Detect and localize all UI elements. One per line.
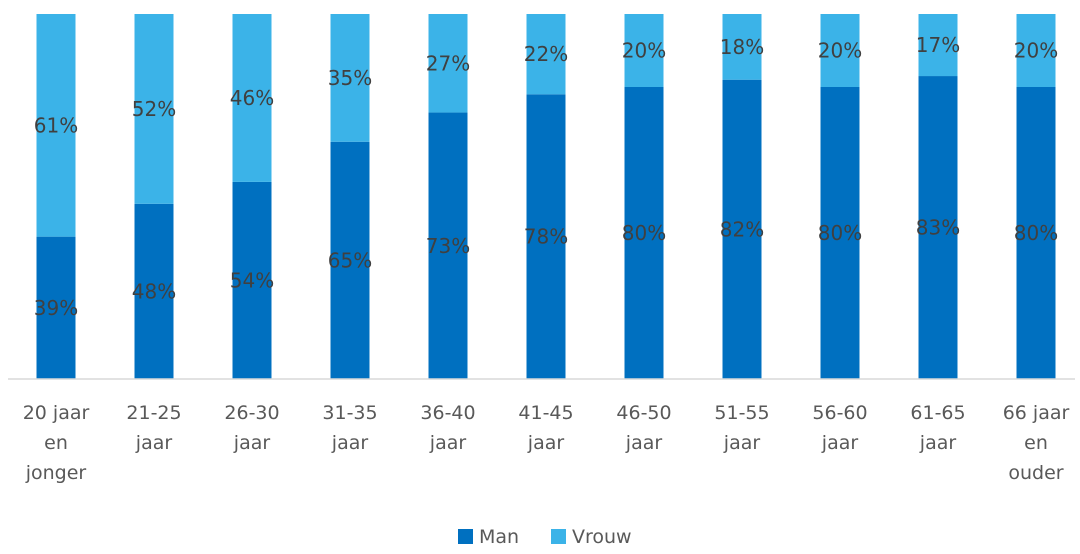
data-label-vrouw-7: 18% <box>720 35 764 59</box>
x-tick-label-line: jaar <box>527 432 565 454</box>
x-tick-label-line: 20 jaar <box>23 402 90 424</box>
data-label-man-7: 82% <box>720 217 764 241</box>
data-labels-layer: 39% 61% 48% 52% 54% 46% 65% 35% 73% 27% 78% 22% 80% 2… <box>34 33 1058 320</box>
legend-label-man: Man <box>479 526 519 548</box>
legend-swatch-man <box>458 529 473 544</box>
data-label-man-4: 73% <box>426 234 470 258</box>
bar-vrouw-0 <box>36 14 76 237</box>
data-label-vrouw-8: 20% <box>818 39 862 63</box>
x-tick-label-line: jonger <box>25 462 87 484</box>
x-tick-label-line: en <box>44 432 68 454</box>
x-tick-label-4: 36-40 jaar <box>420 402 475 454</box>
x-tick-label-5: 41-45 jaar <box>518 402 573 454</box>
x-tick-label-line: 66 jaar <box>1003 402 1070 424</box>
x-tick-label-line: jaar <box>135 432 173 454</box>
bar-vrouw-8 <box>820 14 860 87</box>
data-label-vrouw-10: 20% <box>1014 39 1058 63</box>
data-label-vrouw-9: 17% <box>916 33 960 57</box>
x-tick-label-line: en <box>1024 432 1048 454</box>
bar-man-4 <box>428 112 468 380</box>
x-tick-label-line: 21-25 <box>126 402 181 424</box>
bar-vrouw-3 <box>330 14 370 142</box>
bar-vrouw-4 <box>428 14 468 113</box>
x-tick-label-line: 61-65 <box>910 402 965 424</box>
data-label-man-6: 80% <box>622 221 666 245</box>
bars-layer <box>36 14 1056 380</box>
legend-label-vrouw: Vrouw <box>572 526 632 548</box>
bar-vrouw-6 <box>624 14 664 87</box>
data-label-vrouw-6: 20% <box>622 39 666 63</box>
x-tick-label-line: ouder <box>1008 462 1063 484</box>
bar-man-6 <box>624 87 664 379</box>
x-tick-label-8: 56-60 jaar <box>812 402 867 454</box>
x-tick-label-line: jaar <box>331 432 369 454</box>
x-tick-label-line: jaar <box>919 432 957 454</box>
bar-man-8 <box>820 87 860 379</box>
data-label-man-2: 54% <box>230 268 274 292</box>
bar-vrouw-1 <box>134 14 174 204</box>
data-label-man-5: 78% <box>524 225 568 249</box>
bar-vrouw-5 <box>526 14 566 95</box>
bar-man-1 <box>134 203 174 379</box>
bar-vrouw-9 <box>918 14 958 77</box>
bar-vrouw-10 <box>1016 14 1056 87</box>
data-label-vrouw-2: 46% <box>230 86 274 110</box>
x-tick-label-line: jaar <box>233 432 271 454</box>
x-tick-label-7: 51-55 jaar <box>714 402 769 454</box>
data-label-vrouw-0: 61% <box>34 113 78 137</box>
bar-vrouw-7 <box>722 14 762 80</box>
bar-man-2 <box>232 181 272 379</box>
x-tick-label-6: 46-50 jaar <box>616 402 671 454</box>
x-tick-label-line: jaar <box>429 432 467 454</box>
x-tick-label-line: 56-60 <box>812 402 867 424</box>
x-tick-labels: 20 jaar en jonger 21-25 jaar 26-30 jaar 31-35 ja… <box>23 402 1070 484</box>
x-tick-label-line: jaar <box>625 432 663 454</box>
bar-man-9 <box>918 76 958 380</box>
x-tick-label-line: 36-40 <box>420 402 475 424</box>
bar-man-10 <box>1016 87 1056 379</box>
data-label-man-0: 39% <box>34 296 78 320</box>
x-tick-label-1: 21-25 jaar <box>126 402 181 454</box>
legend-swatch-vrouw <box>551 529 566 544</box>
x-tick-label-9: 61-65 jaar <box>910 402 965 454</box>
bar-man-5 <box>526 94 566 380</box>
x-tick-label-line: 31-35 <box>322 402 377 424</box>
bar-man-7 <box>722 79 762 379</box>
data-label-man-1: 48% <box>132 279 176 303</box>
data-label-vrouw-4: 27% <box>426 51 470 75</box>
data-label-vrouw-3: 35% <box>328 66 372 90</box>
x-tick-label-10: 66 jaar en ouder <box>1003 402 1070 484</box>
data-label-man-9: 83% <box>916 216 960 240</box>
x-tick-label-line: 46-50 <box>616 402 671 424</box>
x-tick-label-line: 26-30 <box>224 402 279 424</box>
legend: Man Vrouw <box>458 526 632 548</box>
data-label-man-3: 65% <box>328 248 372 272</box>
x-tick-label-0: 20 jaar en jonger <box>23 402 90 484</box>
bar-man-3 <box>330 141 370 379</box>
x-tick-label-line: 41-45 <box>518 402 573 424</box>
x-tick-label-line: jaar <box>821 432 859 454</box>
x-tick-label-line: jaar <box>723 432 761 454</box>
data-label-vrouw-1: 52% <box>132 97 176 121</box>
bar-man-0 <box>36 236 76 379</box>
bar-vrouw-2 <box>232 14 272 182</box>
x-tick-label-2: 26-30 jaar <box>224 402 279 454</box>
data-label-man-10: 80% <box>1014 221 1058 245</box>
x-tick-label-line: 51-55 <box>714 402 769 424</box>
data-label-man-8: 80% <box>818 221 862 245</box>
x-tick-label-3: 31-35 jaar <box>322 402 377 454</box>
data-label-vrouw-5: 22% <box>524 42 568 66</box>
